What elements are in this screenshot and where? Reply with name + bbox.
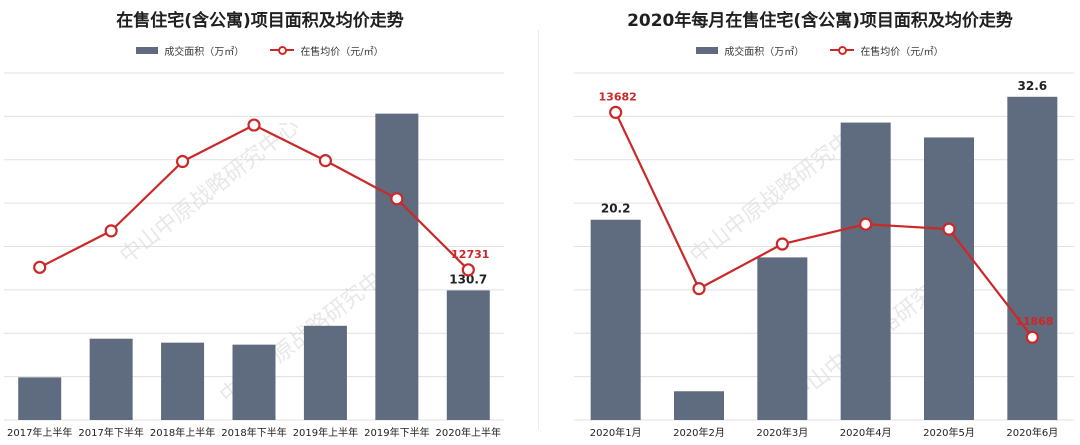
x-tick-label: 2017年上半年 [7,426,72,439]
x-tick-label: 2020年6月 [1006,426,1058,439]
bar [924,137,974,420]
chart-plot-left: 中山中原战略研究中心中山中原战略研究中心2017年上半年2017年下半年2018… [4,72,504,439]
legend-swatch-bar [136,46,159,54]
x-tick-label: 2020年3月 [756,426,808,439]
price-data-label: 11868 [1015,315,1053,328]
legend-item-area: 成交面积（万㎡） [136,43,244,58]
price-point [104,224,118,238]
price-data-label: 13682 [599,90,637,103]
legend-item-price: 在售均价（元/㎡） [830,43,944,58]
x-tick-label: 2020年4月 [840,426,892,439]
legend-label-area: 成交面积（万㎡） [724,46,805,58]
bar [232,344,276,420]
legend-item-price: 在售均价（元/㎡） [270,43,384,58]
bar [1007,96,1058,421]
chart-title: 2020年每月在售住宅(含公寓)项目面积及均价走势 [627,11,1013,31]
price-point [859,217,873,231]
bar [303,325,347,420]
bar [89,338,133,420]
legend-label-area: 成交面积（万㎡） [164,46,245,58]
chart-plot-right: 中山中原战略研究中心中山中原战略研究中心20.22020年1月2020年2月20… [574,72,1074,439]
x-tick-label: 2017年下半年 [78,426,143,439]
bar [674,391,724,420]
bar [161,342,205,420]
x-tick-label: 2020年1月 [590,426,642,439]
x-tick-label: 2020年2月 [673,426,725,439]
x-tick-label: 2018年下半年 [221,426,286,439]
price-point [318,154,333,168]
x-tick-label: 2020年5月 [923,426,975,439]
price-line [614,111,1034,338]
price-point [692,282,706,296]
x-tick-label: 2020年上半年 [436,426,501,439]
legend-swatch-bar [696,46,719,54]
panel-divider [538,30,539,430]
price-point [775,237,789,251]
price-point [175,154,190,169]
legend-label-price: 在售均价（元/㎡） [860,46,944,58]
bar [590,219,641,420]
bar-data-label: 20.2 [601,202,631,216]
bar-data-label: 130.7 [449,272,487,286]
price-point [942,222,956,236]
price-point [247,118,261,132]
bar [375,113,419,421]
legend-item-area: 成交面积（万㎡） [696,43,804,58]
bar [840,122,891,421]
chart-legend: 成交面积（万㎡） 在售均价（元/㎡） [560,42,1080,58]
chart-panel-right: 2020年每月在售住宅(含公寓)项目面积及均价走势 成交面积（万㎡） 在售均价（… [560,0,1080,445]
chart-legend: 成交面积（万㎡） 在售均价（元/㎡） [0,42,520,58]
chart-title: 在售住宅(含公寓)项目面积及均价走势 [116,11,404,31]
bar-data-label: 32.6 [1018,79,1048,93]
price-point [33,260,47,274]
bar [18,377,62,420]
legend-swatch-line [270,46,295,55]
price-point [609,105,623,120]
legend-swatch-line [830,46,855,55]
legend-label-price: 在售均价（元/㎡） [300,46,384,58]
price-point [1025,330,1039,344]
price-data-label: 12731 [451,248,489,261]
bar [446,290,490,420]
chart-panel-left: 在售住宅(含公寓)项目面积及均价走势 成交面积（万㎡） 在售均价（元/㎡） 中山… [0,0,520,445]
price-point [461,263,475,277]
x-tick-label: 2018年上半年 [150,426,215,439]
x-tick-label: 2019年上半年 [293,426,358,439]
price-point [390,192,404,206]
bar [757,257,808,420]
x-tick-label: 2019年下半年 [364,426,429,439]
